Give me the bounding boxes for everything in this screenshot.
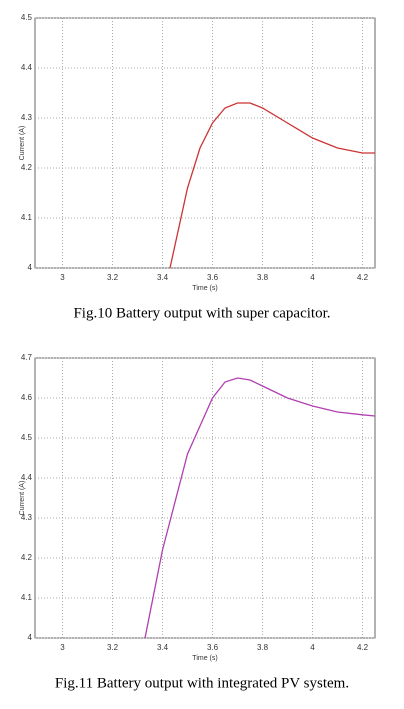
x-tick-label: 3.8 bbox=[257, 643, 269, 652]
x-tick-label: 4 bbox=[310, 643, 315, 652]
x-tick-label: 3.6 bbox=[207, 273, 219, 282]
y-tick-label: 4.3 bbox=[21, 513, 33, 522]
y-tick-label: 4.4 bbox=[21, 473, 33, 482]
y-tick-label: 4.5 bbox=[21, 13, 33, 22]
y-tick-label: 4.1 bbox=[21, 213, 33, 222]
y-tick-label: 4.6 bbox=[21, 393, 33, 402]
x-tick-label: 3 bbox=[60, 643, 65, 652]
x-tick-label: 4.2 bbox=[357, 273, 369, 282]
y-tick-label: 4.2 bbox=[21, 163, 33, 172]
y-tick-label: 4.4 bbox=[21, 63, 33, 72]
line-series bbox=[169, 102, 375, 269]
x-tick-label: 3.8 bbox=[257, 273, 269, 282]
line-series bbox=[144, 377, 376, 639]
plot-area bbox=[34, 357, 376, 639]
y-tick-label: 4 bbox=[28, 263, 33, 272]
x-tick-label: 4 bbox=[310, 273, 315, 282]
x-tick-label: 3 bbox=[60, 273, 65, 282]
x-tick-label: 3.2 bbox=[107, 643, 119, 652]
y-tick-label: 4.7 bbox=[21, 353, 33, 362]
x-tick-label: 3.6 bbox=[207, 643, 219, 652]
y-tick-label: 4.5 bbox=[21, 433, 33, 442]
y-tick-label: 4.3 bbox=[21, 113, 33, 122]
y-axis-label: Current (A) bbox=[19, 481, 26, 516]
x-tick-label: 3.4 bbox=[157, 273, 169, 282]
x-tick-label: 3.2 bbox=[107, 273, 119, 282]
x-axis-label: Time (s) bbox=[192, 655, 217, 662]
y-axis-label: Current (A) bbox=[19, 126, 26, 161]
caption: Fig.11 Battery output with integrated PV… bbox=[55, 675, 349, 691]
x-axis-label: Time (s) bbox=[192, 285, 217, 292]
plot-area bbox=[34, 17, 376, 269]
x-tick-label: 3.4 bbox=[157, 643, 169, 652]
x-tick-label: 4.2 bbox=[357, 643, 369, 652]
y-tick-label: 4.1 bbox=[21, 593, 33, 602]
y-tick-label: 4.2 bbox=[21, 553, 33, 562]
y-tick-label: 4 bbox=[28, 633, 33, 642]
caption: Fig.10 Battery output with super capacit… bbox=[73, 305, 330, 321]
